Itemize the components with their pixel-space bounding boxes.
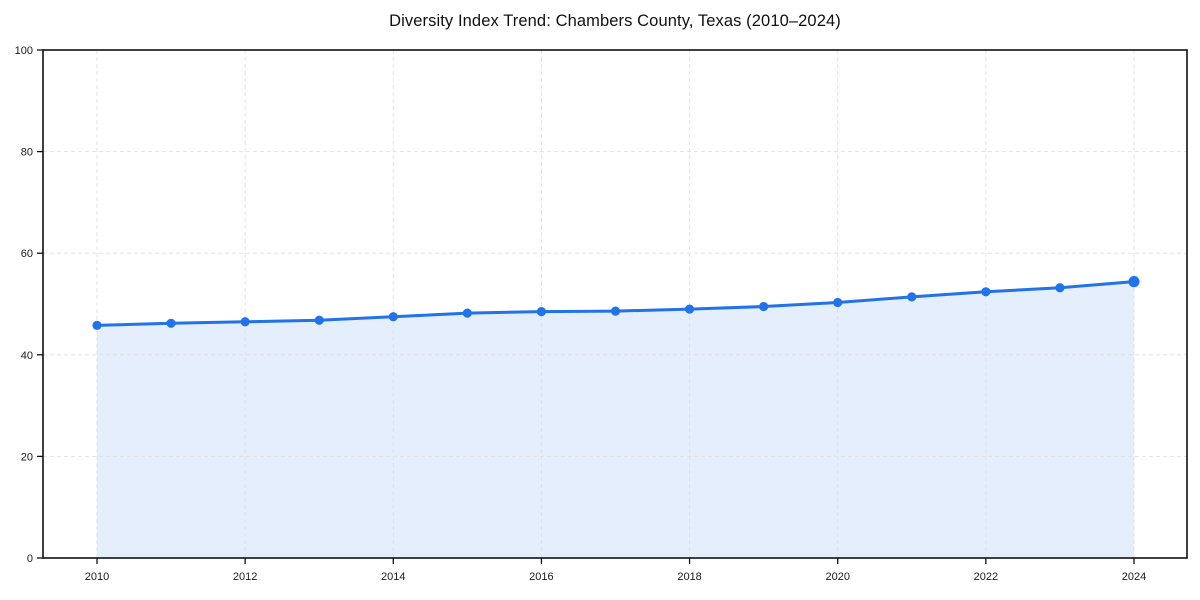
- data-point: [610, 306, 621, 316]
- y-tick-label: 60: [21, 248, 33, 260]
- data-point: [1055, 283, 1065, 293]
- chart-title: Diversity Index Trend: Chambers County, …: [389, 12, 841, 30]
- data-point: [166, 318, 176, 328]
- data-point: [907, 292, 917, 302]
- data-point: [684, 304, 695, 314]
- data-point: [536, 307, 547, 317]
- data-point: [388, 312, 398, 322]
- data-point: [462, 308, 472, 318]
- y-tick-label: 80: [21, 147, 33, 159]
- data-point: [833, 297, 843, 308]
- x-tick-label: 2020: [825, 571, 849, 583]
- data-point: [314, 315, 324, 325]
- data-point: [1128, 276, 1140, 288]
- y-tick-label: 0: [27, 553, 33, 565]
- x-tick-label: 2014: [381, 571, 405, 583]
- x-tick-label: 2016: [529, 571, 553, 583]
- data-point: [759, 301, 769, 312]
- x-tick-label: 2010: [85, 571, 109, 583]
- data-point: [240, 317, 250, 327]
- x-tick-label: 2022: [974, 571, 998, 583]
- y-tick-label: 40: [21, 350, 33, 362]
- plot-border: [42, 49, 1188, 559]
- area-fill: [97, 281, 1134, 558]
- x-tick-label: 2012: [233, 571, 257, 583]
- x-tick-label: 2018: [677, 571, 701, 583]
- y-tick-label: 100: [15, 45, 33, 57]
- x-tick-label: 2024: [1122, 571, 1146, 583]
- y-tick-label: 20: [21, 451, 33, 463]
- data-point: [92, 320, 102, 330]
- data-point: [981, 287, 991, 297]
